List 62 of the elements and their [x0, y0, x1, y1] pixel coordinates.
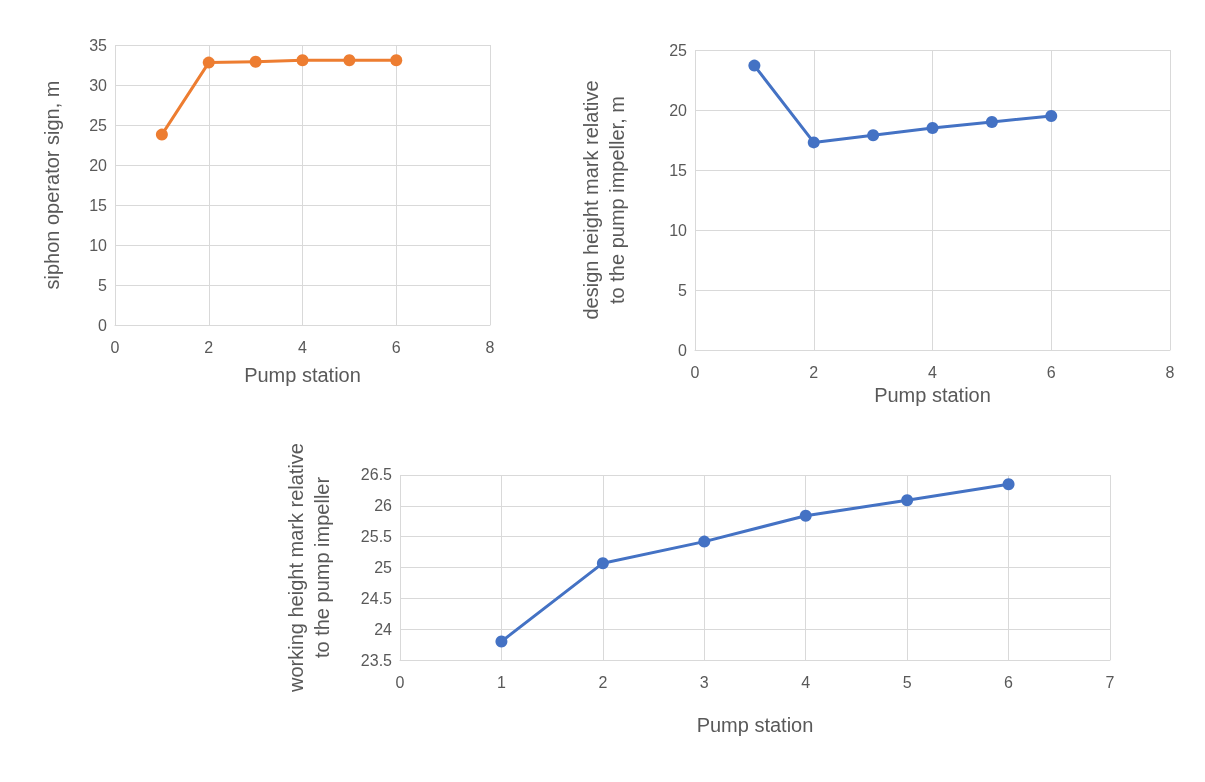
x-tick-label: 6	[1046, 363, 1056, 381]
y-tick-label: 24.5	[360, 589, 393, 607]
y-tick-label: 0	[98, 316, 108, 334]
y-tick-label: 24	[374, 620, 393, 638]
x-tick-label: 8	[1165, 363, 1175, 381]
point	[799, 509, 812, 522]
y-tick-label: 26	[374, 497, 393, 515]
point	[867, 129, 880, 142]
x-tick-label: 6	[1004, 673, 1014, 691]
y-tick-label: 15	[89, 196, 108, 214]
y-axis-title: working height mark relative to the pump impeller	[285, 443, 333, 693]
x-axis-title: Pump station	[244, 364, 361, 386]
point	[596, 557, 609, 570]
y-tick-label: 35	[89, 36, 108, 54]
y-tick-label: 26.5	[360, 466, 393, 484]
y-axis-title: siphon operator sign, m	[41, 80, 63, 290]
point	[202, 56, 215, 69]
x-tick-label: 8	[485, 338, 495, 356]
y-tick-label: 20	[669, 101, 688, 119]
point	[495, 635, 508, 648]
y-tick-label: 10	[89, 236, 108, 254]
y-tick-label: 15	[669, 161, 688, 179]
x-tick-label: 4	[298, 338, 308, 356]
y-tick-label: 23.5	[360, 651, 393, 669]
point	[343, 54, 356, 67]
x-tick-label: 4	[801, 673, 811, 691]
y-tick-label: 25	[89, 116, 108, 134]
y-tick-label: 20	[89, 156, 108, 174]
y-tick-label: 5	[98, 276, 108, 294]
point	[807, 136, 820, 149]
point	[296, 54, 309, 67]
x-tick-label: 3	[699, 673, 709, 691]
x-tick-label: 2	[204, 338, 214, 356]
point	[698, 535, 711, 548]
y-tick-label: 25	[374, 559, 393, 576]
x-tick-label: 0	[110, 338, 120, 356]
y-tick-label: 10	[669, 221, 688, 239]
x-tick-label: 0	[395, 673, 405, 691]
x-tick-label: 4	[928, 363, 938, 381]
point	[155, 128, 168, 141]
x-tick-label: 6	[391, 338, 401, 356]
x-tick-label: 2	[598, 673, 608, 691]
point	[249, 55, 262, 68]
point	[390, 54, 403, 67]
x-tick-label: 2	[809, 363, 819, 381]
x-tick-label: 1	[496, 673, 506, 691]
point	[901, 494, 914, 507]
y-tick-label: 5	[678, 281, 688, 299]
x-tick-label: 5	[902, 673, 912, 691]
x-tick-label: 7	[1105, 673, 1115, 691]
point	[926, 122, 939, 134]
point	[985, 116, 998, 128]
y-tick-label: 25	[669, 41, 688, 59]
point	[1045, 110, 1058, 122]
y-tick-label: 30	[89, 76, 108, 94]
point	[1002, 478, 1015, 491]
y-axis-title: design height mark relative to the pump impeller, m	[580, 80, 628, 320]
x-axis-title: Pump station	[874, 383, 991, 406]
point	[748, 59, 761, 72]
x-tick-label: 0	[690, 363, 700, 381]
x-axis-title: Pump station	[696, 714, 814, 736]
y-tick-label: 25.5	[360, 528, 393, 546]
